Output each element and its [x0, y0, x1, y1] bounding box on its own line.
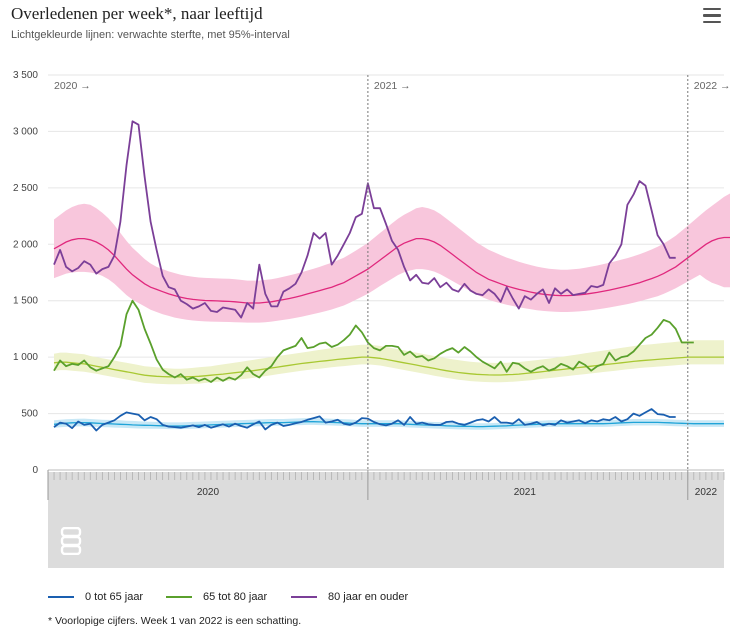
y-tick-label: 500	[21, 409, 38, 420]
year-marker-label: 2020 →	[54, 80, 91, 92]
x-year-label: 2020	[197, 487, 220, 498]
series-line-mid[interactable]	[53, 299, 694, 383]
y-tick-label: 2 000	[13, 239, 38, 250]
series-line-old[interactable]	[53, 120, 676, 319]
y-tick-label: 0	[32, 465, 38, 476]
legend-item-mid[interactable]: 65 tot 80 jaar	[166, 591, 267, 603]
chart-svg: 2020 → 2021 → 2022 → 0 500 1 000 1 500 2 000 2 …	[13, 70, 731, 500]
y-tick-label: 3 500	[13, 70, 38, 81]
legend: 0 tot 65 jaar 65 tot 80 jaar 80 jaar en …	[0, 591, 735, 607]
x-year-label: 2021	[514, 487, 537, 498]
cbs-logo-icon	[60, 527, 82, 555]
navigator-panel[interactable]	[48, 472, 724, 568]
y-tick-label: 1 000	[13, 352, 38, 363]
footnote: * Voorlopige cijfers. Week 1 van 2022 is…	[48, 615, 302, 627]
y-tick-label: 1 500	[13, 296, 38, 307]
year-marker-label: 2021 →	[374, 80, 411, 92]
year-marker-label: 2022 →	[694, 80, 731, 92]
legend-item-young[interactable]: 0 tot 65 jaar	[48, 591, 143, 603]
legend-item-old[interactable]: 80 jaar en ouder	[291, 591, 408, 603]
y-tick-label: 2 500	[13, 183, 38, 194]
y-tick-label: 3 000	[13, 126, 38, 137]
series-line-young[interactable]	[53, 408, 676, 432]
legend-label: 80 jaar en ouder	[328, 591, 409, 603]
expected-band-old	[54, 193, 730, 323]
legend-label: 0 tot 65 jaar	[85, 591, 144, 603]
chart-title: Overledenen per week*, naar leeftijd	[11, 4, 263, 23]
hamburger-menu-icon[interactable]	[701, 8, 723, 26]
expected-band-mid	[54, 340, 724, 385]
chart-subtitle: Lichtgekleurde lijnen: verwachte sterfte…	[11, 29, 290, 41]
expected-line-mid	[53, 356, 724, 378]
expected-line-old	[53, 236, 730, 304]
x-year-label: 2022	[695, 487, 718, 498]
legend-label: 65 tot 80 jaar	[203, 591, 268, 603]
